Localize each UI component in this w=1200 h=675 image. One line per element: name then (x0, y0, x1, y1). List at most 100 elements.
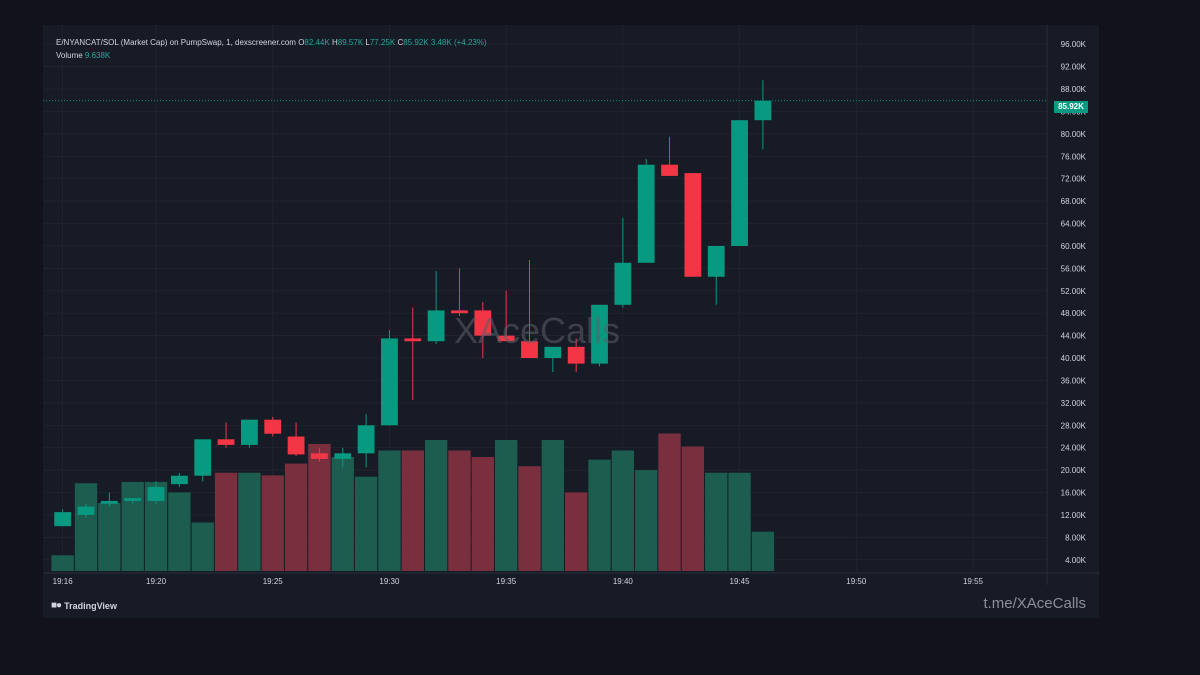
tradingview-icon: ■● (51, 600, 62, 611)
volume-bar (635, 470, 658, 571)
volume-bar (331, 457, 354, 571)
volume-label: Volume (56, 51, 83, 60)
y-tick-label: 88.00K (1061, 85, 1087, 94)
y-tick-label: 44.00K (1061, 332, 1087, 341)
candle-body (404, 338, 422, 342)
y-tick-label: 72.00K (1061, 175, 1087, 184)
volume-bar (51, 555, 74, 571)
candle-body (124, 498, 142, 501)
y-tick-label: 12.00K (1061, 511, 1087, 520)
volume-bar (541, 440, 565, 571)
y-tick-label: 68.00K (1061, 197, 1087, 206)
candle-body (427, 310, 445, 342)
x-tick-label: 19:25 (263, 577, 284, 586)
volume-bar (424, 440, 448, 571)
candle-body (497, 335, 515, 342)
y-tick-label: 36.00K (1061, 376, 1087, 385)
candles (54, 80, 772, 527)
x-tick-label: 19:55 (963, 577, 984, 586)
candle-body (637, 164, 655, 263)
candle-body (567, 346, 585, 364)
volume-bar (728, 472, 751, 571)
candle-body (521, 341, 538, 359)
y-tick-label: 80.00K (1061, 130, 1087, 139)
volume-bar (565, 492, 588, 571)
candle-body (381, 338, 398, 426)
volume-bar (448, 450, 471, 571)
watermark-text: XAceCalls (454, 310, 620, 351)
x-tick-label: 19:50 (846, 577, 867, 586)
candle-body (311, 453, 328, 459)
candle-body (591, 304, 608, 364)
y-tick-label: 96.00K (1061, 40, 1087, 49)
x-tick-label: 19:40 (613, 577, 634, 586)
candle-body (707, 245, 725, 277)
candle-body (287, 436, 305, 455)
volume-bar (144, 481, 168, 571)
open-value: 82.44K (304, 38, 330, 47)
volume-bar (751, 531, 775, 571)
y-tick-label: 40.00K (1061, 354, 1087, 363)
close-value: 85.92K (403, 38, 429, 47)
y-axis: 4.00K 8.00K 12.00K 16.00K 20.00K 24.00K 28.00K… (1061, 40, 1087, 565)
volume-bar (705, 472, 728, 571)
volume-value: 9.638K (84, 51, 111, 60)
high-label: H (332, 38, 338, 47)
close-label: C (397, 38, 404, 47)
y-tick-label: 20.00K (1061, 466, 1087, 475)
y-tick-label: 8.00K (1065, 533, 1087, 542)
candle-body (451, 310, 468, 314)
y-tick-label: 92.00K (1061, 63, 1087, 72)
volume-bar (471, 457, 494, 571)
low-label: L (365, 38, 370, 47)
candle-body (170, 475, 188, 485)
open-label: O (298, 38, 305, 47)
candle-body (754, 100, 772, 121)
candle-body (194, 439, 212, 476)
candle-body (357, 425, 375, 454)
x-tick-label: 19:45 (730, 577, 751, 586)
volume-bar (191, 522, 214, 571)
volume-bar (308, 443, 331, 571)
symbol-title: E/NYANCAT/SOL (Market Cap) on PumpSwap, … (56, 38, 296, 47)
volume-bar (354, 476, 378, 571)
channel-handle: t.me/XAceCalls (983, 595, 1086, 612)
candle-body (77, 506, 95, 515)
volume-bar (611, 450, 635, 571)
candle-body (100, 500, 118, 504)
volume-bar (378, 450, 401, 571)
volume-bar (401, 450, 424, 571)
y-tick-label: 28.00K (1061, 421, 1087, 430)
candle-body (334, 453, 352, 459)
x-tick-label: 19:35 (496, 577, 517, 586)
y-tick-label: 56.00K (1061, 264, 1087, 273)
grid-lines (43, 25, 1099, 585)
tradingview-logo[interactable]: ■● TradingView (51, 600, 117, 611)
x-tick-label: 19:30 (379, 577, 400, 586)
candle-body (54, 512, 72, 527)
y-tick-label: 24.00K (1061, 444, 1087, 453)
y-tick-label: 32.00K (1061, 399, 1087, 408)
candle-body (217, 439, 235, 445)
volume-bar (588, 459, 611, 571)
candlestick-chart[interactable]: XAceCalls 4.00K 8.00K 12.00K 16.00K 20.00K 24… (43, 25, 1099, 618)
symbol-legend: E/NYANCAT/SOL (Market Cap) on PumpSwap, … (56, 38, 487, 47)
tradingview-label: TradingView (64, 600, 117, 611)
change-value: 3.48K (+4.23%) (430, 38, 487, 47)
chart-frame: XAceCalls 4.00K 8.00K 12.00K 16.00K 20.00K 24… (43, 25, 1099, 618)
candle-body (544, 346, 562, 359)
y-tick-label: 4.00K (1065, 556, 1087, 565)
y-tick-label: 64.00K (1061, 220, 1087, 229)
y-tick-label: 48.00K (1061, 309, 1087, 318)
low-value: 77.25K (369, 38, 396, 47)
y-tick-label: 60.00K (1061, 242, 1087, 251)
volume-bar (658, 433, 681, 571)
volume-bar (261, 475, 284, 571)
candle-body (614, 262, 632, 305)
y-tick-label: 76.00K (1061, 152, 1087, 161)
volume-bars (51, 433, 775, 571)
candle-body (264, 419, 282, 434)
volume-bar (214, 472, 238, 571)
candle-body (474, 310, 492, 336)
candle-body (147, 486, 165, 501)
